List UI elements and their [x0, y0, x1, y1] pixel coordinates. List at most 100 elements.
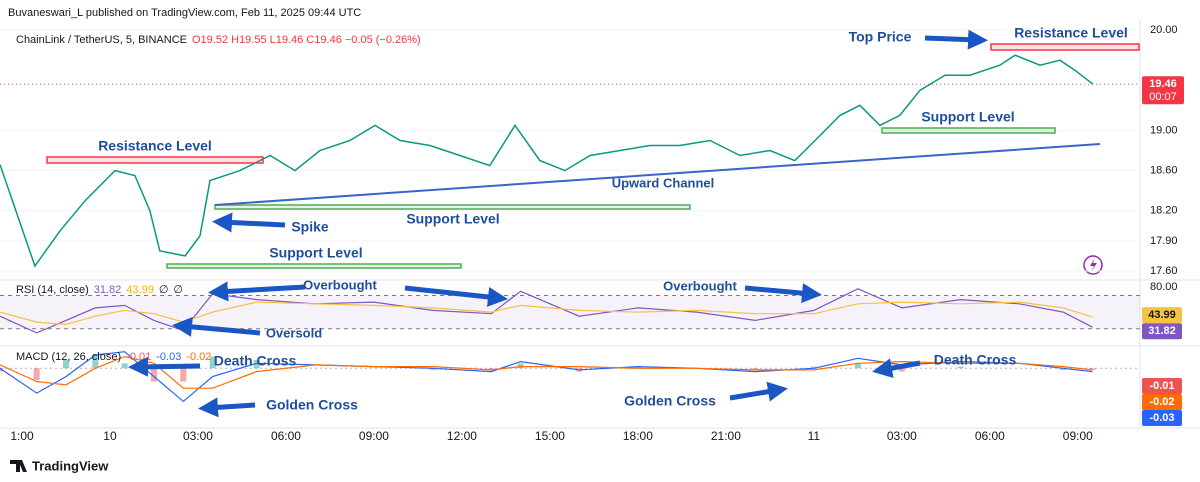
annotation: Overbought: [303, 277, 377, 292]
x-tick-label: 18:00: [623, 429, 653, 443]
arrow: [172, 316, 261, 337]
y-tick-label: 17.90: [1150, 235, 1178, 247]
support-box: [214, 204, 691, 210]
publisher: Buvaneswari_L published on TradingView.c…: [8, 7, 361, 19]
annotation: Resistance Level: [1014, 25, 1128, 41]
price-badge: [1142, 307, 1182, 324]
resistance-box: [990, 43, 1140, 51]
histogram-bar: [488, 368, 495, 370]
resistance-box: [46, 156, 264, 164]
histogram-bar: [1089, 368, 1096, 370]
annotation: Top Price: [849, 29, 912, 45]
x-tick-label: 03:00: [887, 429, 917, 443]
price-badge-label: 43.99: [1148, 309, 1176, 321]
histogram-bar: [429, 368, 436, 370]
header-value: -0.02: [186, 351, 211, 363]
x-tick-label: 06:00: [271, 429, 301, 443]
header-value: ∅: [173, 284, 183, 296]
x-tick-label: 1:00: [10, 429, 34, 443]
price-badge-label: -0.03: [1149, 412, 1174, 424]
histogram-bar: [1060, 368, 1067, 370]
panel-title: ChainLink / TetherUS, 5, BINANCE O19.52 H…: [16, 34, 421, 46]
histogram-bar: [92, 354, 99, 369]
x-tick-label: 06:00: [975, 429, 1005, 443]
x-tick-label: 09:00: [359, 429, 389, 443]
x-tick-label: 12:00: [447, 429, 477, 443]
histogram-bar: [180, 368, 187, 382]
x-tick-label: 15:00: [535, 429, 565, 443]
annotation: Oversold: [266, 325, 322, 340]
price-badge: [1142, 394, 1182, 410]
y-tick-label: 18.20: [1150, 205, 1178, 217]
price-badge-label: -0.01: [1149, 380, 1174, 392]
histogram-bar: [209, 356, 216, 369]
x-tick-label: 21:00: [711, 429, 741, 443]
arrow: [924, 29, 988, 50]
histogram-bar: [517, 363, 524, 369]
indicator-line: [0, 288, 1093, 334]
price-badge-label: 00:07: [1149, 91, 1177, 103]
price-badge: [1142, 76, 1184, 105]
price-line: [0, 54, 1094, 268]
macd-line: [0, 355, 1093, 389]
arrow: [744, 283, 822, 304]
annotation: Upward Channel: [612, 175, 715, 190]
footer: TradingView: [32, 458, 109, 473]
histogram-bar: [810, 366, 817, 369]
x-tick-label: 11: [808, 429, 821, 443]
support-box: [881, 127, 1056, 134]
x-tick-label: 03:00: [183, 429, 213, 443]
panel-title: RSI (14, close) 31.82 43.99 ∅ ∅: [16, 284, 183, 296]
arrow: [729, 381, 788, 402]
indicator-line: [0, 301, 1093, 326]
header-value: O19.52 H19.55 L19.46 C19.46 −0.05 (−0.26…: [192, 34, 421, 46]
header-value: 43.99: [126, 284, 154, 296]
y-tick-label: 19.00: [1150, 124, 1178, 136]
histogram-bar: [634, 366, 641, 369]
price-badge-label: -0.02: [1149, 396, 1174, 408]
histogram-bar: [752, 368, 759, 370]
annotation: Resistance Level: [98, 138, 212, 154]
arrow: [128, 356, 201, 377]
annotation: Spike: [291, 219, 329, 235]
annotation: Golden Cross: [624, 393, 716, 409]
panel-title-text: MACD (12, 26, close): [16, 351, 121, 363]
annotation: Support Level: [269, 245, 362, 261]
header-value: ∅: [159, 284, 169, 296]
histogram-bar: [957, 366, 964, 369]
panel-title-text: RSI (14, close): [16, 284, 89, 296]
arrow: [208, 281, 306, 302]
annotation: Death Cross: [214, 353, 297, 369]
panel-title-text: ChainLink / TetherUS, 5, BINANCE: [16, 34, 187, 46]
arrow: [404, 285, 508, 307]
price-badge: [1142, 323, 1182, 340]
y-tick-label: 18.60: [1150, 164, 1178, 176]
price-badge-label: 31.82: [1148, 325, 1176, 337]
y-tick-label: 80.00: [1150, 281, 1178, 293]
price-badge-label: 19.46: [1149, 78, 1177, 90]
histogram-bar: [33, 368, 40, 380]
price-badge: [1142, 378, 1182, 394]
arrow: [872, 358, 921, 379]
annotation: Overbought: [663, 278, 737, 293]
histogram-bar: [854, 363, 861, 369]
header-value: -0.01: [126, 351, 151, 363]
arrow: [198, 397, 256, 418]
tv-logo: [10, 460, 27, 472]
support-box: [166, 263, 462, 269]
alert-icon-bolt: [1090, 258, 1097, 272]
arrow: [212, 212, 286, 233]
histogram-bar: [253, 359, 260, 369]
histogram-bar: [898, 368, 905, 372]
alert-icon[interactable]: [1083, 255, 1103, 275]
histogram-bar: [62, 359, 69, 369]
price-badge: [1142, 410, 1182, 426]
annotation: Support Level: [921, 109, 1014, 125]
histogram-bar: [121, 363, 128, 369]
x-tick-label: 10: [103, 429, 117, 443]
channel-line: [214, 143, 1101, 206]
annotation: Support Level: [406, 211, 499, 227]
annotation: Golden Cross: [266, 397, 358, 413]
header-value: 31.82: [94, 284, 122, 296]
